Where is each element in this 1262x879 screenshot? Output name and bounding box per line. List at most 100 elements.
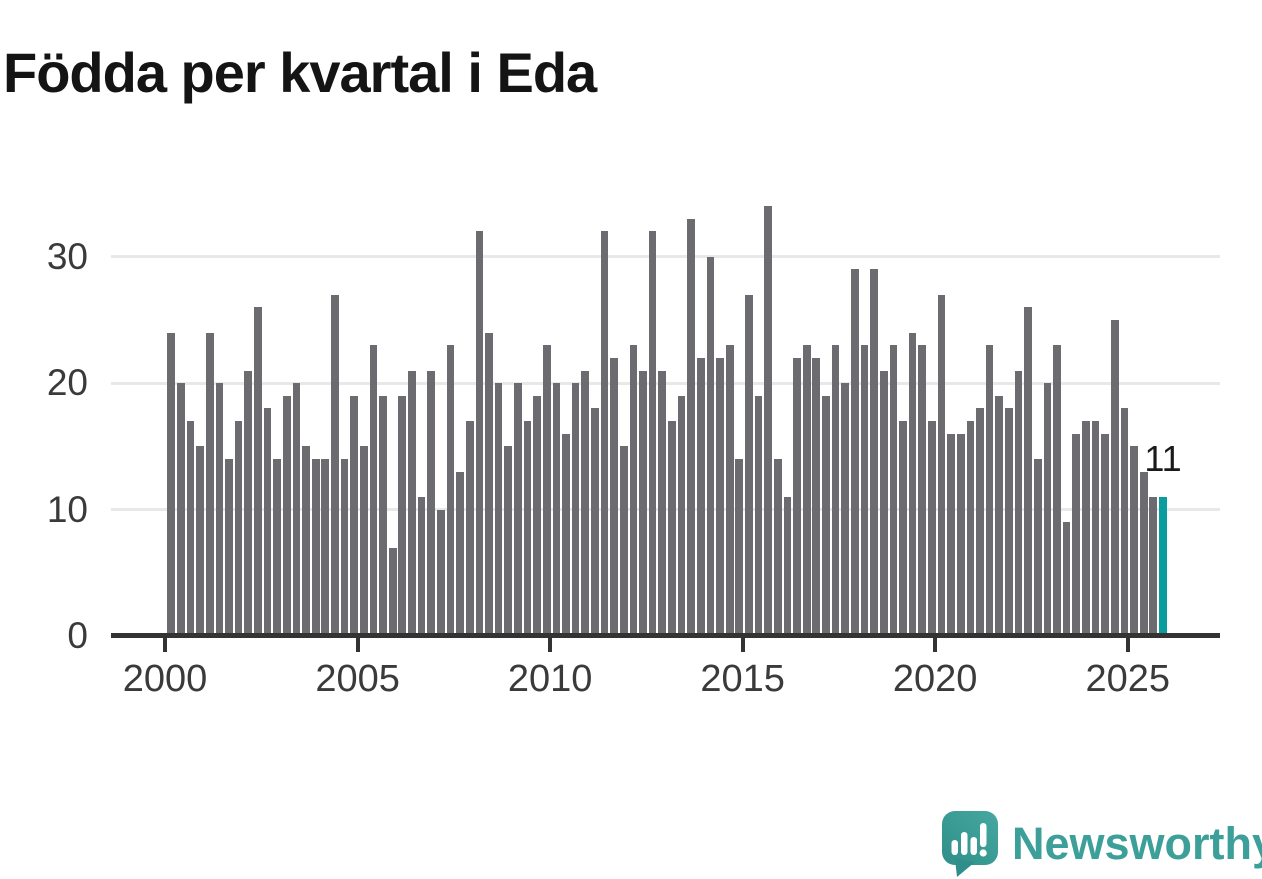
bar — [696, 357, 705, 636]
bar — [860, 345, 869, 636]
bar — [379, 395, 387, 636]
bar — [822, 395, 830, 636]
y-tick-label: 10 — [46, 488, 88, 530]
bar — [369, 345, 378, 636]
bar — [1005, 408, 1013, 636]
bar — [215, 383, 224, 636]
bar — [571, 383, 580, 636]
bar — [1149, 496, 1158, 636]
bar — [523, 421, 532, 636]
bar — [1014, 370, 1023, 636]
bar — [985, 345, 994, 636]
bar — [639, 370, 647, 636]
gridline — [111, 255, 1220, 259]
bar — [311, 459, 320, 636]
bar — [831, 345, 840, 636]
x-tick-label: 2005 — [315, 658, 400, 700]
bar — [398, 395, 407, 636]
bar — [1082, 421, 1090, 636]
bar — [494, 383, 503, 636]
bar — [648, 231, 657, 636]
bar — [1033, 459, 1042, 636]
bar — [446, 345, 455, 636]
bar — [947, 433, 955, 636]
bar — [850, 269, 859, 636]
bar — [167, 332, 176, 636]
bar — [745, 294, 753, 636]
bar — [542, 345, 551, 636]
bar — [581, 370, 590, 636]
bar — [735, 459, 744, 636]
bar — [282, 395, 291, 636]
bar — [716, 357, 724, 636]
bar — [889, 345, 898, 636]
bar — [706, 256, 715, 636]
bar — [485, 332, 493, 636]
bar — [725, 345, 734, 636]
bar — [302, 446, 310, 636]
y-tick-label: 20 — [46, 362, 88, 404]
bar — [658, 370, 667, 636]
bar — [677, 395, 686, 636]
bar — [870, 269, 878, 636]
bar — [186, 421, 195, 636]
highlight-value-label: 11 — [1144, 438, 1182, 479]
bar — [1024, 307, 1032, 636]
bar — [1120, 408, 1129, 636]
bar — [1159, 496, 1167, 636]
bar — [225, 459, 233, 636]
logo-brand-text: Newsworthy — [1012, 818, 1262, 869]
bar — [610, 357, 618, 636]
bar — [465, 421, 474, 636]
x-tick-label: 2010 — [507, 658, 593, 700]
bar — [273, 459, 281, 636]
x-tick-label: 2015 — [700, 658, 785, 700]
bar — [802, 345, 811, 636]
bar — [879, 370, 888, 636]
bar — [928, 421, 936, 636]
bar — [773, 459, 782, 636]
bar — [687, 218, 695, 636]
bar — [408, 370, 416, 636]
bar — [350, 395, 359, 636]
x-axis-tick — [1125, 638, 1130, 652]
bar — [1043, 383, 1052, 636]
bar — [331, 294, 339, 636]
bar — [359, 446, 368, 636]
bar — [754, 395, 763, 636]
bar — [562, 433, 570, 636]
y-tick-label: 30 — [46, 235, 88, 277]
bar — [417, 496, 426, 636]
bar — [908, 332, 917, 636]
bar — [976, 408, 984, 636]
page-title: Födda per kvartal i Eda — [3, 40, 597, 104]
x-axis-tick — [355, 638, 360, 652]
x-tick-label: 2025 — [1085, 658, 1171, 700]
bar — [234, 421, 243, 636]
x-tick-label: 2020 — [892, 658, 978, 700]
x-axis-tick — [548, 638, 553, 652]
bar — [196, 446, 204, 636]
bar — [1130, 446, 1138, 636]
bar — [514, 383, 522, 636]
bar — [263, 408, 272, 636]
bar — [899, 421, 907, 636]
y-tick-label: 0 — [67, 615, 88, 656]
bar — [205, 332, 214, 636]
bar — [427, 370, 436, 636]
bar — [966, 421, 975, 636]
bar — [533, 395, 541, 636]
x-axis-tick — [933, 638, 938, 652]
bar — [1110, 319, 1119, 636]
bar — [956, 433, 965, 636]
bar — [388, 547, 397, 636]
bar — [1062, 522, 1071, 636]
bar — [244, 370, 253, 636]
bar — [1139, 471, 1148, 636]
bar — [764, 206, 773, 636]
bar — [1053, 345, 1061, 636]
bar — [340, 459, 349, 636]
x-tick-label: 2000 — [122, 658, 208, 700]
bar — [1101, 433, 1109, 636]
